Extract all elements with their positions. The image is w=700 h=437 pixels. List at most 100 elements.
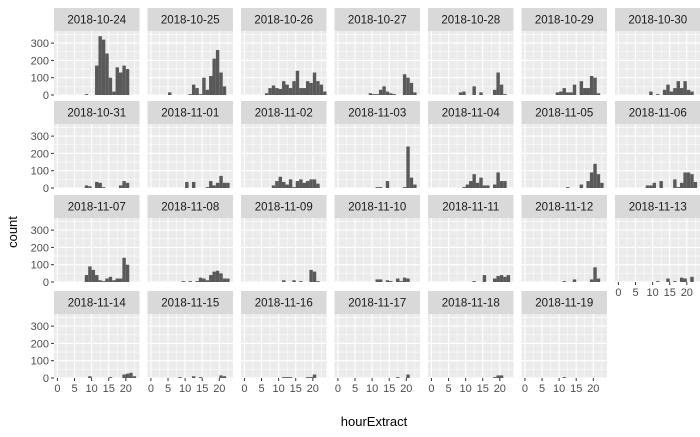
histogram-bar <box>402 74 407 95</box>
histogram-bar <box>222 376 227 378</box>
y-tick-label: 100 <box>31 73 49 85</box>
histogram-bar <box>115 278 119 282</box>
y-tick-label: 300 <box>31 131 49 143</box>
histogram-bar <box>309 269 313 282</box>
histogram-bar <box>683 172 687 188</box>
histogram-bar <box>292 187 296 188</box>
histogram-bar <box>215 50 220 95</box>
histogram-bar <box>105 53 109 95</box>
facet-strip-label: 2018-10-31 <box>67 108 126 120</box>
histogram-bar <box>118 72 123 95</box>
x-tick-label: 10 <box>459 383 471 395</box>
histogram-bar <box>572 84 577 95</box>
histogram-bar <box>562 281 566 282</box>
y-tick-label: 0 <box>43 373 49 385</box>
histogram-bar <box>499 84 504 95</box>
x-tick-label: 0 <box>148 383 154 395</box>
histogram-bar <box>586 181 590 188</box>
x-tick-label: 0 <box>522 383 528 395</box>
panel-background <box>241 314 327 378</box>
histogram-bar <box>479 177 483 188</box>
x-tick-label: 20 <box>120 383 132 395</box>
histogram-bar <box>482 185 487 188</box>
histogram-bar <box>219 273 223 282</box>
histogram-bar <box>406 77 410 95</box>
histogram-bar <box>125 264 130 282</box>
x-tick-label: 10 <box>272 383 284 395</box>
histogram-bar <box>385 91 390 95</box>
histogram-bar <box>188 281 192 282</box>
facet-strip-label: 2018-10-25 <box>161 15 220 27</box>
histogram-bar <box>108 77 113 95</box>
histogram-bar <box>472 174 476 188</box>
histogram-bar <box>486 185 490 188</box>
histogram-bar <box>309 82 313 95</box>
facet-strip <box>428 101 514 124</box>
histogram-bar <box>586 88 590 95</box>
facet-panel: 2018-11-17 0 5 10 15 20 <box>334 291 420 395</box>
histogram-bar <box>316 281 320 282</box>
histogram-bar <box>222 182 227 188</box>
x-tick-label: 0 <box>335 383 341 395</box>
facet-strip-label: 2018-10-27 <box>348 15 407 27</box>
facet-panel: 2018-11-13 0 5 10 15 20 <box>615 195 700 299</box>
facet-strip <box>54 101 140 124</box>
facet-strip <box>334 101 420 124</box>
histogram-bar <box>593 267 597 282</box>
histogram-bar <box>693 181 698 188</box>
histogram-bar <box>389 281 393 282</box>
histogram-bar <box>396 278 400 282</box>
histogram-bar <box>268 88 272 95</box>
histogram-bar <box>683 278 687 282</box>
facet-strip-label: 2018-11-18 <box>442 298 500 310</box>
facet-panel: 2018-11-18 0 5 10 15 20 <box>428 291 514 395</box>
facet-strip <box>521 8 607 31</box>
facet-strip <box>615 8 700 31</box>
histogram-bar <box>385 280 390 282</box>
histogram-bar <box>579 81 584 95</box>
histogram-bar <box>219 375 223 378</box>
histogram-bar <box>288 88 293 95</box>
histogram-bar <box>593 77 597 95</box>
y-tick-label: 200 <box>31 55 49 67</box>
facet-strip <box>147 8 233 31</box>
histogram-bar <box>209 181 213 188</box>
histogram-bar <box>285 377 289 378</box>
histogram-bar <box>122 374 126 378</box>
y-tick-label: 200 <box>31 242 49 254</box>
histogram-bar <box>496 72 500 95</box>
histogram-bar <box>295 70 300 95</box>
histogram-bar <box>669 91 674 95</box>
histogram-bar <box>690 174 694 188</box>
histogram-bar <box>593 163 597 188</box>
histogram-bar <box>652 182 657 188</box>
histogram-bar <box>499 181 504 188</box>
histogram-bar <box>115 67 119 95</box>
histogram-bar <box>112 280 116 282</box>
panel-background <box>54 314 140 378</box>
histogram-bar <box>506 275 511 282</box>
histogram-bar <box>656 94 660 95</box>
x-tick-label: 0 <box>428 383 434 395</box>
facet-strip-label: 2018-10-26 <box>254 15 313 27</box>
x-tick-label: 15 <box>570 383 582 395</box>
x-tick-label: 15 <box>477 383 489 395</box>
histogram-bar <box>462 91 466 95</box>
facet-strip <box>241 101 327 124</box>
facet-panel: 2018-11-11 <box>428 195 514 283</box>
histogram-bar <box>565 92 570 95</box>
histogram-bar <box>666 278 670 282</box>
histogram-bar <box>503 181 507 188</box>
panel-background <box>428 218 514 282</box>
facet-strip-label: 2018-11-14 <box>68 298 127 310</box>
histogram-bar <box>181 281 186 282</box>
histogram-bar <box>98 36 102 95</box>
facet-strip-label: 2018-11-09 <box>255 202 313 214</box>
histogram-bar <box>396 377 400 378</box>
histogram-bar <box>596 174 601 188</box>
histogram-bar <box>472 281 476 282</box>
x-tick-label: 20 <box>213 383 225 395</box>
histogram-bar <box>673 179 677 188</box>
facet-panel: 2018-10-31 0 100 200 300 <box>31 101 140 195</box>
